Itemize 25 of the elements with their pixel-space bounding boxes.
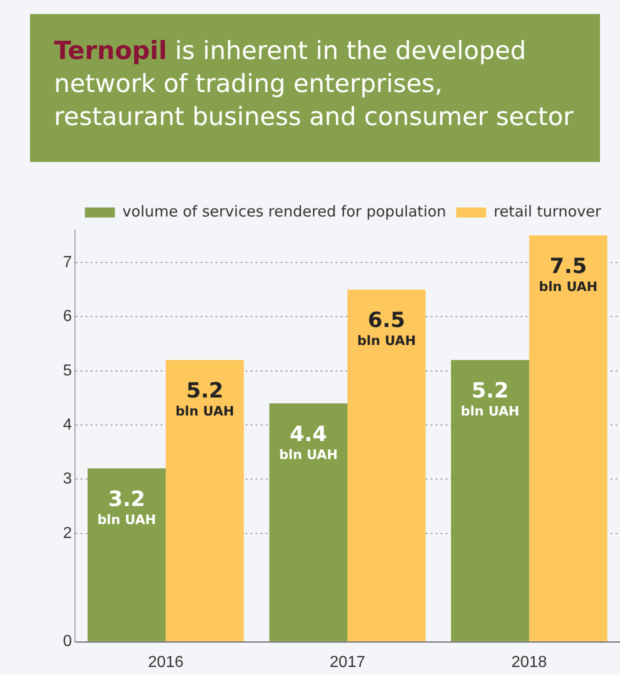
y-tick-label: 0 — [62, 633, 72, 650]
y-tick-label: 2 — [62, 524, 72, 542]
chart-title: Ternopil is inherent in the developed network of trading enterprises, restaurant business and consumer sector — [54, 36, 574, 131]
bar — [529, 235, 608, 642]
y-tick-label: 3 — [62, 470, 72, 488]
data-label: 4.4 bln UAH — [279, 422, 338, 463]
data-label: 5.2 bln UAH — [175, 378, 234, 420]
bar — [88, 468, 166, 642]
legend-label: retail turnover — [494, 202, 602, 220]
x-tick-label: 2016 — [148, 654, 184, 671]
y-tick-label: 5 — [62, 362, 72, 380]
data-label: 5.2 bln UAH — [460, 378, 520, 420]
y-tick-label: 4 — [62, 416, 72, 434]
data-label: 6.5 bln UAH — [357, 308, 416, 349]
x-tick-label: 2018 — [511, 654, 548, 671]
y-tick-label: 7 — [62, 254, 72, 271]
y-tick-label: 6 — [62, 308, 72, 326]
bar — [451, 360, 530, 642]
x-tick-label: 2017 — [330, 654, 366, 671]
bar — [166, 360, 244, 642]
bar — [269, 403, 348, 642]
legend-label: volume of services rendered for population — [122, 202, 446, 220]
bar — [347, 290, 426, 642]
data-label: 3.2 bln UAH — [97, 486, 156, 528]
data-label: 7.5 bln UAH — [538, 254, 598, 295]
